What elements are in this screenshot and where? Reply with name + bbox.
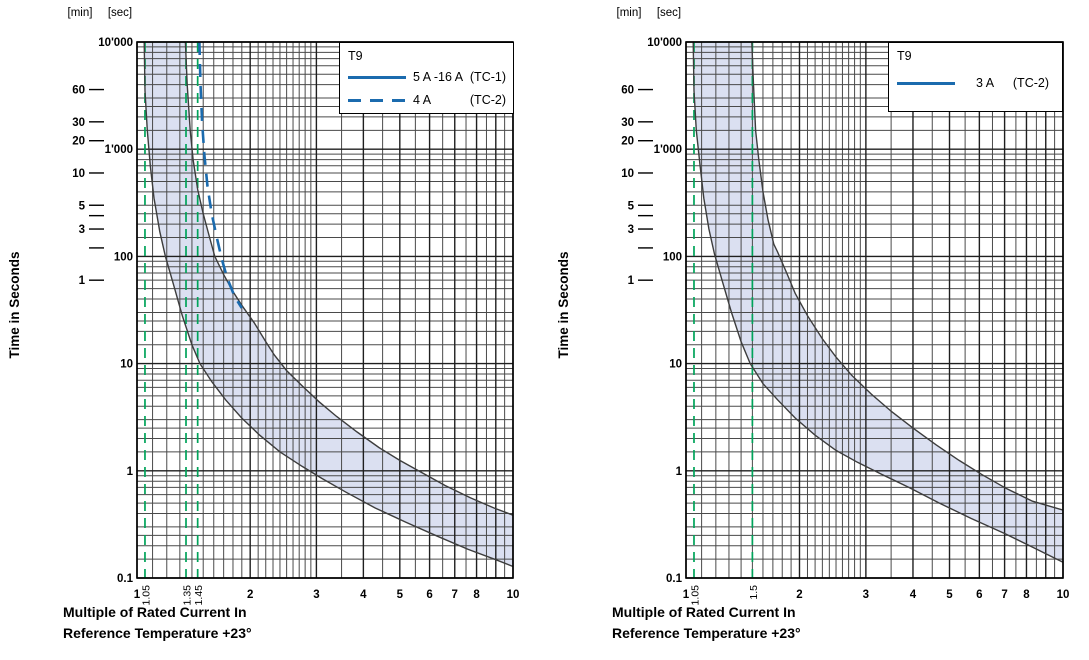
legend-entry-code: (TC-2)	[1012, 76, 1049, 90]
x-tick-label: 4	[360, 589, 367, 601]
minute-tick-label: 20	[621, 136, 634, 148]
legend-box: T9 3 A (TC-2)	[888, 42, 1063, 112]
legend-entry-label: 4 A	[413, 93, 432, 107]
minute-tick-label: 5	[79, 200, 86, 212]
y-tick-label: 10'000	[98, 37, 133, 49]
x-tick-label: 3	[313, 589, 319, 601]
y-tick-label: 0.1	[666, 573, 683, 585]
x-tick-label: 4	[910, 589, 917, 601]
x-tick-label: 6	[426, 589, 432, 601]
legend-entry-label: 3 A	[976, 76, 995, 90]
chart-left: 1.05 1.35 1.451 2 3 4 5 6 7 8 1010'0001'0001001010…	[72, 37, 519, 605]
plot-frame	[685, 41, 1064, 579]
legend-title: T9	[348, 49, 363, 63]
y-tick-label: 1'000	[654, 144, 682, 156]
band-lower-curve	[143, 41, 514, 568]
special-tick-label: 1.45	[193, 585, 205, 606]
x-tick-label: 7	[1001, 589, 1007, 601]
minute-tick-label: 10	[72, 168, 85, 180]
y-tick-label: 1'000	[105, 144, 133, 156]
unit-header-min: [min]	[616, 7, 642, 19]
x-tick-label: 2	[796, 589, 802, 601]
unit-header-sec: [sec]	[107, 7, 133, 19]
legend-entry-tc1: 5 A -16 A (TC-1)	[348, 70, 506, 84]
x-tick-label: 10	[507, 589, 520, 601]
y-axis-title: Time in Seconds	[556, 251, 571, 359]
minute-tick-label: 3	[79, 224, 85, 236]
band-upper-curve	[184, 41, 514, 516]
special-tick-label: 1.05	[689, 585, 701, 606]
x-axis-title-line2: Reference Temperature +23°	[612, 625, 801, 641]
special-tick-label: 1.35	[182, 585, 194, 606]
x-tick-label: 3	[863, 589, 869, 601]
special-current-lines: 1.05 1.35 1.45	[140, 42, 205, 605]
x-tick-label: 1	[134, 589, 141, 601]
legend-entry-code: (TC-1)	[469, 70, 506, 84]
minute-tick-label: 30	[621, 117, 634, 129]
y-tick-label: 0.1	[117, 573, 134, 585]
legend-entry-tc2: 3 A (TC-2)	[897, 76, 1055, 90]
x-tick-label: 6	[976, 589, 982, 601]
legend-box: T9 5 A -16 A (TC-1) 4 A (TC-2)	[339, 42, 514, 114]
x-tick-label: 8	[1023, 589, 1030, 601]
minute-tick-label: 1	[628, 275, 635, 287]
minute-tick-label: 60	[621, 85, 634, 97]
x-tick-label: 8	[473, 589, 480, 601]
unit-header-sec: [sec]	[656, 7, 682, 19]
unit-header-min: [min]	[67, 7, 93, 19]
y-tick-label: 10	[669, 359, 682, 371]
dashed-line-swatch	[348, 98, 406, 102]
legend-entry-tc2: 4 A (TC-2)	[348, 93, 506, 107]
y-tick-label: 1	[676, 466, 683, 478]
plot-frame	[136, 41, 514, 579]
special-tick-label: 1.5	[748, 585, 760, 600]
x-axis-title: Multiple of Rated Current In Reference T…	[612, 602, 801, 644]
x-tick-label: 2	[247, 589, 253, 601]
minute-tick-label: 5	[628, 200, 635, 212]
x-tick-label: 5	[946, 589, 953, 601]
x-tick-labels: 1 2 3 4 5 6 7 8 10	[134, 589, 520, 601]
x-tick-label: 7	[452, 589, 458, 601]
tolerance-band	[693, 42, 1063, 563]
x-axis-title: Multiple of Rated Current In Reference T…	[63, 602, 252, 644]
y-tick-label: 100	[663, 251, 682, 263]
legend-title: T9	[897, 49, 912, 63]
solid-line-swatch	[348, 75, 406, 79]
y-tick-label: 1	[127, 466, 134, 478]
x-tick-labels: 1 2 3 4 5 6 7 8 10	[683, 589, 1070, 601]
solid-line-swatch	[897, 81, 955, 85]
x-axis-title-line1: Multiple of Rated Current In	[63, 604, 247, 620]
band-upper-curve	[751, 41, 1064, 511]
dashed-tc2-curve	[198, 41, 243, 309]
x-tick-label: 5	[397, 589, 404, 601]
legend-entry-label: 5 A -16 A	[413, 70, 464, 84]
special-tick-label: 1.05	[140, 585, 152, 606]
minute-tick-label: 60	[72, 85, 85, 97]
minute-tick-label: 20	[72, 136, 85, 148]
y-tick-label: 100	[114, 251, 133, 263]
minute-scale: 60 30 20 10 5 3 1	[72, 85, 104, 287]
x-axis-title-line1: Multiple of Rated Current In	[612, 604, 796, 620]
band-lower-curve	[692, 41, 1064, 563]
special-current-lines: 1.05 1.5	[689, 42, 760, 606]
x-axis-title-line2: Reference Temperature +23°	[63, 625, 252, 641]
chart-right: 1.05 1.51 2 3 4 5 6 7 8 1010'0001'0001001010.1603…	[621, 37, 1069, 605]
x-tick-label: 10	[1057, 589, 1070, 601]
minute-tick-label: 10	[621, 168, 634, 180]
x-tick-label: 1	[683, 589, 690, 601]
y-tick-labels: 10'000 1'000 100 10 1 0.1	[647, 37, 682, 585]
y-tick-labels: 10'000 1'000 100 10 1 0.1	[98, 37, 133, 585]
y-axis-title: Time in Seconds	[7, 251, 22, 359]
minute-scale: 60 30 20 10 5 3 1	[621, 85, 653, 287]
legend-entry-code: (TC-2)	[469, 93, 506, 107]
minute-tick-label: 3	[628, 224, 634, 236]
y-tick-label: 10	[120, 359, 133, 371]
minute-tick-label: 30	[72, 117, 85, 129]
y-tick-label: 10'000	[647, 37, 682, 49]
minute-tick-label: 1	[79, 275, 86, 287]
